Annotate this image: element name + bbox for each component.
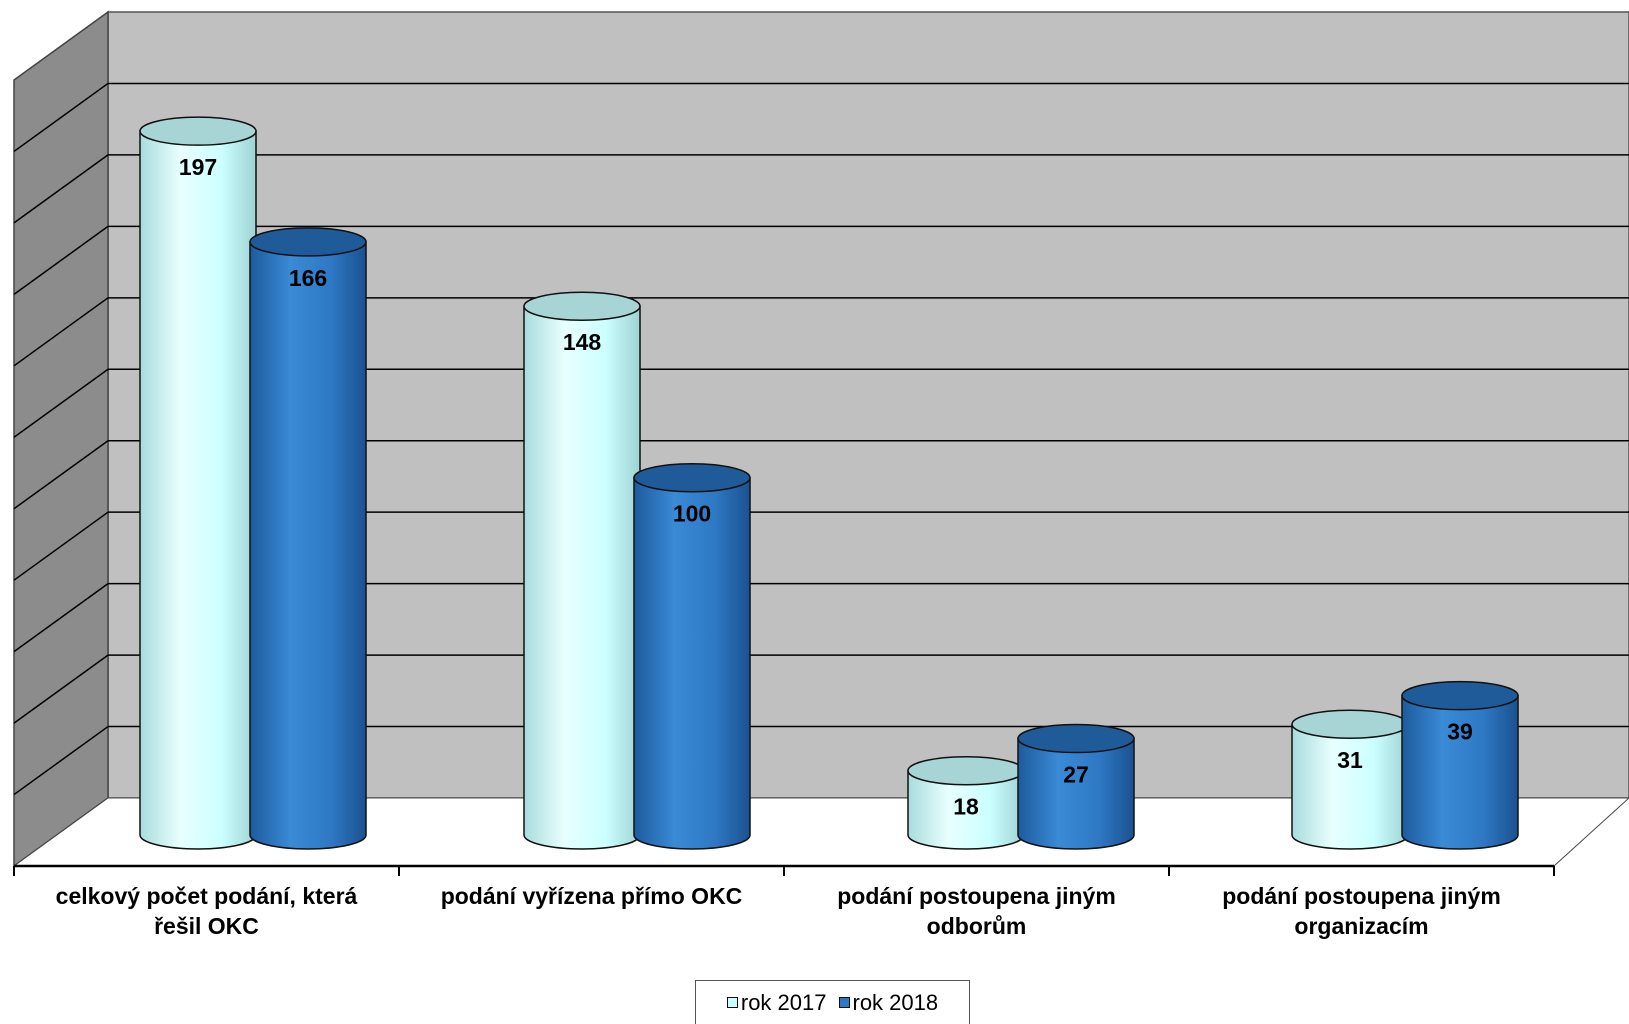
bar-top bbox=[1017, 723, 1135, 754]
gridline-side bbox=[13, 368, 109, 438]
bar-2018-1: 166 bbox=[249, 227, 367, 850]
bar-top bbox=[907, 755, 1025, 786]
gridline-side bbox=[13, 82, 109, 153]
bar-body bbox=[1401, 694, 1519, 850]
legend-label-2017: rok 2017 bbox=[740, 989, 827, 1015]
x-tick-label: podání vyřízena přímo OKC bbox=[441, 883, 743, 909]
bar-body bbox=[1017, 737, 1135, 850]
gridline-side bbox=[13, 511, 109, 581]
bar-body bbox=[523, 305, 641, 850]
gridline-side bbox=[13, 440, 109, 510]
data-label: 18 bbox=[953, 794, 979, 820]
bar-2017-1: 197 bbox=[139, 116, 257, 850]
data-label: 27 bbox=[1063, 762, 1089, 788]
bar-top bbox=[249, 227, 367, 257]
bar-body bbox=[1291, 723, 1409, 850]
legend-swatch-2018 bbox=[838, 997, 850, 1008]
x-tick-label: celkový počet podání, která řešil OKC bbox=[56, 883, 358, 939]
bar-body bbox=[249, 241, 367, 850]
data-label: 100 bbox=[673, 501, 711, 527]
legend-entry-2018: rok 2018 bbox=[838, 989, 939, 1016]
bar-2018-4: 39 bbox=[1401, 680, 1519, 850]
bar-2017-4: 31 bbox=[1291, 709, 1409, 850]
gridline-side bbox=[13, 583, 109, 653]
data-label: 31 bbox=[1337, 747, 1363, 773]
bar-body bbox=[139, 130, 257, 850]
bar-top bbox=[139, 116, 257, 146]
legend-label-2018: rok 2018 bbox=[852, 989, 939, 1015]
bar-body bbox=[633, 476, 751, 850]
bar-2017-2: 148 bbox=[523, 291, 641, 850]
gridline-side bbox=[13, 725, 109, 796]
bar-2018-3: 27 bbox=[1017, 723, 1135, 850]
legend-entry-2017: rok 2017 bbox=[726, 989, 827, 1016]
legend-swatch-2017 bbox=[726, 997, 738, 1008]
data-label: 148 bbox=[563, 329, 602, 355]
gridline-side bbox=[13, 297, 109, 367]
bar-top bbox=[633, 462, 751, 493]
gridline-side bbox=[13, 654, 109, 724]
legend: rok 2017 rok 2018 bbox=[695, 980, 970, 1024]
data-label: 166 bbox=[289, 265, 327, 291]
bar-2017-3: 18 bbox=[907, 755, 1025, 850]
data-label: 197 bbox=[179, 154, 217, 180]
x-tick-label: podání postoupena jiným odborům bbox=[837, 883, 1116, 939]
x-tick-label: podání postoupena jiným organizacím bbox=[1222, 883, 1501, 939]
bar-top bbox=[523, 291, 641, 321]
data-label: 39 bbox=[1447, 719, 1473, 745]
bar-2018-2: 100 bbox=[633, 462, 751, 850]
gridline-side bbox=[13, 225, 109, 295]
bar-top bbox=[1401, 680, 1519, 711]
bar-top bbox=[1291, 709, 1409, 739]
gridline-side bbox=[13, 154, 109, 224]
plot-side-wall bbox=[13, 10, 109, 868]
